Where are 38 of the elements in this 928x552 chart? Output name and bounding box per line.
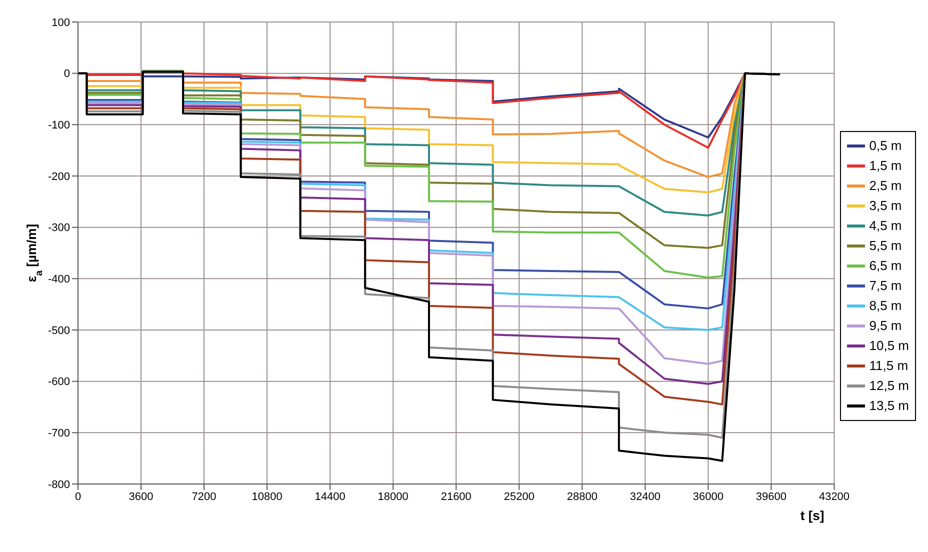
legend-label: 0,5 m [869,137,902,155]
legend-label: 5,5 m [869,237,902,255]
y-tick-label: -100 [48,120,70,132]
x-tick-label: 36000 [692,490,724,503]
legend-label: 8,5 m [869,297,902,315]
y-tick-label: -200 [48,170,70,183]
legend-label: 7,5 m [869,277,902,295]
legend-label: 1,5 m [869,157,902,175]
legend-label: 9,5 m [869,317,902,335]
y-tick-label: 100 [52,16,70,29]
legend-label: 6,5 m [869,257,902,275]
legend-label: 3,5 m [869,197,902,215]
x-tick-label: 32400 [630,490,660,503]
y-tick-label: -600 [48,376,70,388]
x-tick-label: 14400 [314,490,346,503]
y-tick-label: -500 [48,324,70,337]
legend-label: 11,5 m [869,357,908,375]
legend-label: 12,5 m [869,377,909,395]
y-tick-label: -700 [48,428,70,440]
x-tick-label: 21600 [440,490,472,503]
x-tick-label: 28800 [566,490,598,503]
legend-label: 2,5 m [869,177,902,195]
y-tick-label: -300 [48,222,70,234]
x-tick-label: 25200 [504,490,534,503]
x-tick-label: 10800 [252,490,282,503]
legend-label: 4,5 m [869,217,902,235]
x-tick-label: 7200 [192,490,216,503]
x-tick-label: 18000 [378,490,408,503]
x-tick-label: 0 [74,490,82,503]
legend-label: 13,5 m [869,397,909,415]
x-axis-title: t [s] [800,508,824,523]
x-tick-label: 43200 [818,490,850,503]
legend-label: 10,5 m [869,337,909,355]
x-tick-label: 3600 [128,490,154,503]
y-tick-label: 0 [64,68,70,80]
x-tick-label: 39600 [756,490,787,503]
y-tick-label: -800 [48,478,70,491]
y-tick-label: -400 [48,274,70,286]
